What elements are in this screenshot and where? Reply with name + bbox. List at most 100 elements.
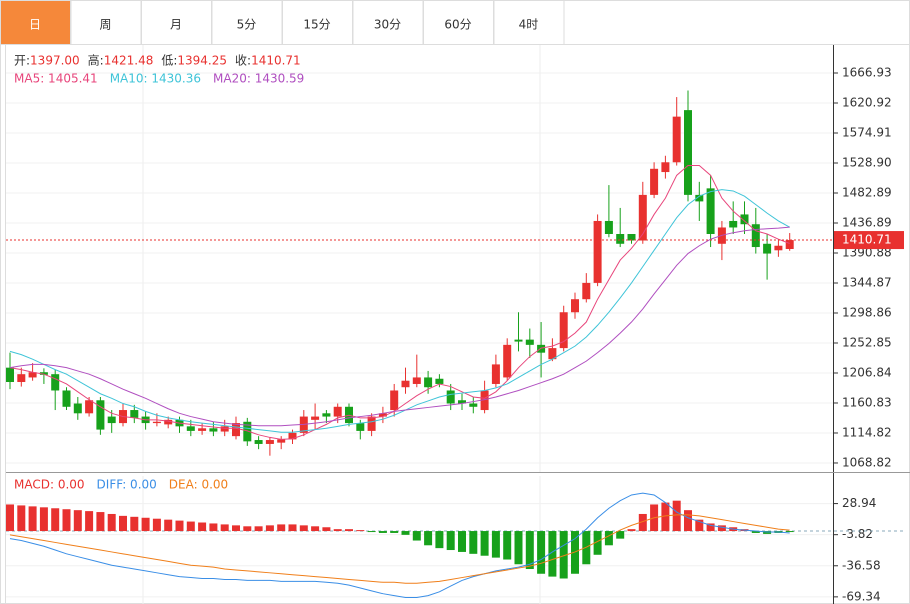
info-key: 高: [88,53,104,68]
candle-body [684,110,692,195]
tab-label[interactable]: 月 [170,18,182,32]
candle-body [243,421,252,442]
macd-bar [514,531,523,565]
y-tick-label: 1252.85 [842,335,892,349]
candle-body [107,416,116,424]
tab-label[interactable]: 周 [99,18,111,32]
tab-label[interactable]: 60分 [444,18,471,32]
candle-body [186,426,195,431]
tab[interactable] [70,0,142,45]
candle-body [265,440,274,444]
candle-body [322,413,331,417]
candle-body [152,421,161,424]
candle-body [514,339,523,342]
macd-bar [390,531,399,533]
v-grid [142,45,541,604]
candle-body [51,374,60,391]
macd-bar [717,525,726,532]
macd-bar [604,531,613,546]
tab-label[interactable]: 15分 [303,18,330,32]
macd-bar [333,529,342,532]
tab[interactable] [493,0,565,45]
legend-entry: MA5: 1405.41 [14,72,98,86]
macd-bar [39,507,48,532]
macd-bar [661,502,670,532]
candle-body [785,240,794,249]
candle-body [17,374,26,383]
ma-line [9,189,790,433]
tab[interactable] [423,0,494,45]
y-tick-label: 1298.86 [842,305,892,319]
candle-body [130,410,139,418]
y-tick-label: 1482.89 [842,185,892,199]
candle-body [28,372,37,378]
macd-bar [525,531,534,570]
y-tick-label: 1666.93 [842,65,892,79]
macd-bar [288,524,297,532]
y-tick-label: 1068.82 [842,455,892,469]
candle-body [469,403,478,407]
macd-bar [28,506,37,532]
macd-bar [198,522,207,532]
tab-label[interactable]: 4时 [519,18,539,32]
tab-label[interactable]: 日 [29,18,41,32]
tab-label[interactable]: 30分 [374,18,401,32]
macd-bar [209,523,218,532]
candle-body [582,282,591,300]
candle-body [650,168,659,195]
candle-body [333,406,342,417]
candle-body [661,162,670,173]
macd-bar [548,531,557,577]
macd-bar [152,518,161,532]
macd-bar [367,531,376,533]
legend-entry: MACD: 0.00 [14,478,85,492]
y-tick-label: 1620.92 [842,95,892,109]
y-tick-label: 1528.90 [842,155,892,169]
macd-bar [537,531,546,574]
y-tick-label: 1436.89 [842,215,892,229]
macd-bar [141,517,150,532]
macd-bar [378,531,387,533]
tab[interactable] [352,0,424,45]
candle-body [458,400,466,404]
macd-bar [559,531,568,579]
candle-body [401,380,410,388]
candle-body [740,214,749,225]
macd-line [9,514,790,584]
macd-bar [593,531,602,555]
macd-bar [446,531,455,551]
macd-bar [186,521,195,532]
candle-body [525,339,534,345]
candle-body [571,299,579,313]
candle-body [311,416,320,420]
legend-entry: DEA: 0.00 [169,478,228,492]
macd-bar [469,531,478,554]
macd-bar [458,531,466,552]
macd-bar [164,519,173,532]
macd-bar [356,530,365,532]
info-value: 1421.48 [104,54,154,68]
candle-body [378,413,387,417]
macd-bar [175,520,184,532]
candle-body [367,416,376,431]
macd-bar [401,531,410,535]
macd-bar [435,531,444,549]
macd-bar [130,516,139,532]
candle-body [39,372,48,375]
macd-bar [751,531,760,533]
tab[interactable] [0,0,71,45]
macd-bar [265,525,274,532]
last-price-box [834,231,904,250]
candle-body [412,377,421,384]
tab-label[interactable]: 5分 [237,18,257,32]
y-tick-label: -69.34 [842,589,881,603]
candle-body [604,220,613,235]
macd-bar [638,513,647,532]
candle-body [435,378,444,384]
candle-body [503,344,512,378]
macd-bar [480,531,489,556]
legend-entry: MA10: 1430.36 [110,72,201,86]
candle-body [774,245,783,251]
macd-bar [424,531,433,546]
